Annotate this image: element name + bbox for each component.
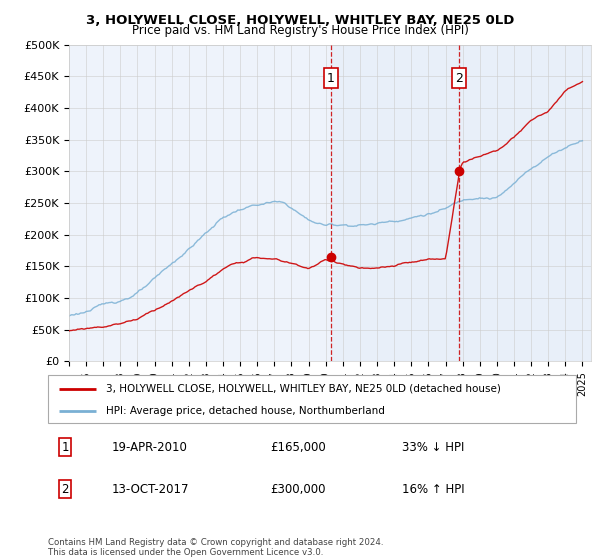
Text: 1: 1 [61, 441, 69, 454]
Text: HPI: Average price, detached house, Northumberland: HPI: Average price, detached house, Nort… [106, 406, 385, 416]
Text: 16% ↑ HPI: 16% ↑ HPI [402, 483, 464, 496]
Text: £165,000: £165,000 [270, 441, 326, 454]
Text: 1: 1 [327, 72, 335, 85]
Text: 2: 2 [61, 483, 69, 496]
Text: 3, HOLYWELL CLOSE, HOLYWELL, WHITLEY BAY, NE25 0LD: 3, HOLYWELL CLOSE, HOLYWELL, WHITLEY BAY… [86, 14, 514, 27]
Text: Contains HM Land Registry data © Crown copyright and database right 2024.
This d: Contains HM Land Registry data © Crown c… [48, 538, 383, 557]
Text: 3, HOLYWELL CLOSE, HOLYWELL, WHITLEY BAY, NE25 0LD (detached house): 3, HOLYWELL CLOSE, HOLYWELL, WHITLEY BAY… [106, 384, 501, 394]
Text: 33% ↓ HPI: 33% ↓ HPI [402, 441, 464, 454]
Text: 13-OCT-2017: 13-OCT-2017 [112, 483, 189, 496]
Text: £300,000: £300,000 [270, 483, 325, 496]
Text: 19-APR-2010: 19-APR-2010 [112, 441, 187, 454]
Text: 2: 2 [455, 72, 463, 85]
Bar [331, 45, 459, 361]
Bar [459, 45, 591, 361]
Text: Price paid vs. HM Land Registry's House Price Index (HPI): Price paid vs. HM Land Registry's House … [131, 24, 469, 36]
FancyBboxPatch shape [48, 375, 576, 423]
